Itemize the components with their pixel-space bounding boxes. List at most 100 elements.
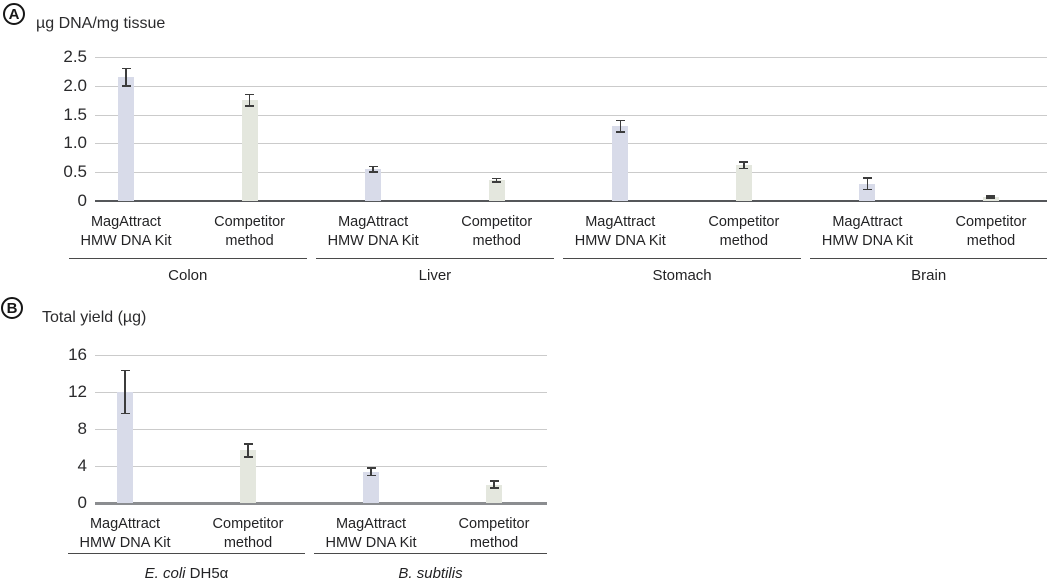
error-bar-cap-top [243,443,253,445]
group-label-text: Liver [418,267,452,284]
panel-a-y-axis-title: µg DNA/mg tissue [36,15,166,32]
gridline [95,172,1047,174]
y-tick-label: 2.5 [63,47,87,66]
error-bar-line [247,443,249,457]
gridline [95,466,547,467]
gridline [95,392,547,393]
y-tick-label: 4 [77,456,87,475]
error-bar-cap-bottom [492,181,502,183]
group-label: Brain [810,267,1047,284]
gridline [95,143,1047,145]
group-label-text: Brain [911,267,947,284]
group-underline [810,258,1047,259]
method-label: MagAttract HMW DNA Kit [79,516,171,551]
error-bar-line [495,178,498,182]
y-tick-label: 8 [77,419,87,438]
group-label: Liver [316,267,554,284]
error-bar-cap-top [492,177,502,180]
bar [488,180,505,201]
method-label: Competitor method [461,214,533,249]
error-bar-cap-top [366,467,376,469]
error-bar-line [248,94,251,106]
error-bar-line [125,68,127,86]
bar [241,100,258,201]
error-bar-cap-top [368,165,378,168]
group-label-text: E. coli [144,565,186,580]
panel-b-badge: B [1,297,23,319]
method-label: MagAttract HMW DNA Kit [574,214,666,249]
bar [859,183,876,201]
bar [240,450,256,503]
group-underline [68,553,305,554]
method-label: MagAttract HMW DNA Kit [325,516,417,551]
method-label: MagAttract HMW DNA Kit [821,214,913,249]
error-bar-cap-top [986,195,996,197]
gridline [95,85,1047,87]
bar [365,169,382,201]
error-bar-line [370,467,372,476]
error-bar-cap-top [489,480,499,482]
error-bar-cap-bottom [862,188,872,191]
error-bar-cap-bottom [615,131,625,133]
panel-a-badge: A [3,3,25,25]
panel-b-letter: B [6,299,18,317]
bar [982,196,999,201]
panel-a: A µg DNA/mg tissue 0 0.5 1.0 1.5 2.0 2.5 MagAt… [3,3,1047,284]
error-bar-cap-top [615,119,625,122]
group-label: E. coli DH5α [68,565,305,580]
group-label: Stomach [563,267,801,284]
method-label: Competitor method [708,214,780,249]
panel-a-plot-area: 0 0.5 1.0 1.5 2.0 2.5 MagAttract HMW DNA Kit Co… [63,47,1047,284]
gridline [95,114,1047,116]
error-bar-cap-bottom [245,105,255,107]
y-tick-label: 1.5 [63,104,87,124]
x-axis-line [95,200,1047,202]
error-bar-cap-bottom [368,171,378,173]
method-label: Competitor method [955,214,1027,249]
panel-b-y-axis-title: Total yield (µg) [42,309,147,326]
group-label: B. subtilis [314,565,547,580]
error-bar-cap-top [120,369,130,372]
panel-a-letter: A [8,5,20,23]
error-bar-cap-bottom [489,487,499,489]
error-bar-cap-bottom [243,456,253,458]
group-label-text: Colon [168,267,208,284]
error-bar-cap-top [862,177,872,179]
error-bar-line [866,177,869,190]
method-label: MagAttract HMW DNA Kit [327,214,419,249]
error-bar-line [124,370,126,414]
error-bar-cap-top [121,67,131,70]
error-bar-cap-bottom [739,167,749,170]
gridline [95,429,547,430]
bar [117,392,133,503]
bar [612,126,629,201]
bar [735,165,752,201]
group-label-text: Stomach [652,267,712,284]
y-tick-label: 0 [77,191,87,210]
method-label: Competitor method [214,214,286,249]
bar [118,77,134,201]
bar [363,471,379,503]
method-label: Competitor method [212,516,284,551]
method-label: Competitor method [458,516,530,551]
group-underline [69,258,307,259]
error-bar-line [990,195,992,199]
x-axis-line [95,501,547,505]
error-bar-cap-bottom [986,197,996,199]
y-tick-label: 2.0 [63,75,87,95]
error-bar-line [619,120,622,132]
group-underline [314,553,547,554]
error-bar-line [743,161,745,169]
group-label-text: DH5α [185,565,229,580]
group-label: Colon [69,267,307,284]
gridline [95,57,1047,58]
group-underline [563,258,801,259]
method-label: MagAttract HMW DNA Kit [80,214,172,249]
y-tick-label: 16 [68,345,87,364]
error-bar-cap-top [739,161,749,163]
gridline [95,355,547,356]
group-label-text: B. subtilis [398,565,463,580]
error-bar-cap-bottom [121,85,131,87]
error-bar-line [372,166,374,173]
panel-b-plot-area: 0 4 8 12 16 MagAttract HMW DNA Kit Competitor … [0,292,1047,580]
